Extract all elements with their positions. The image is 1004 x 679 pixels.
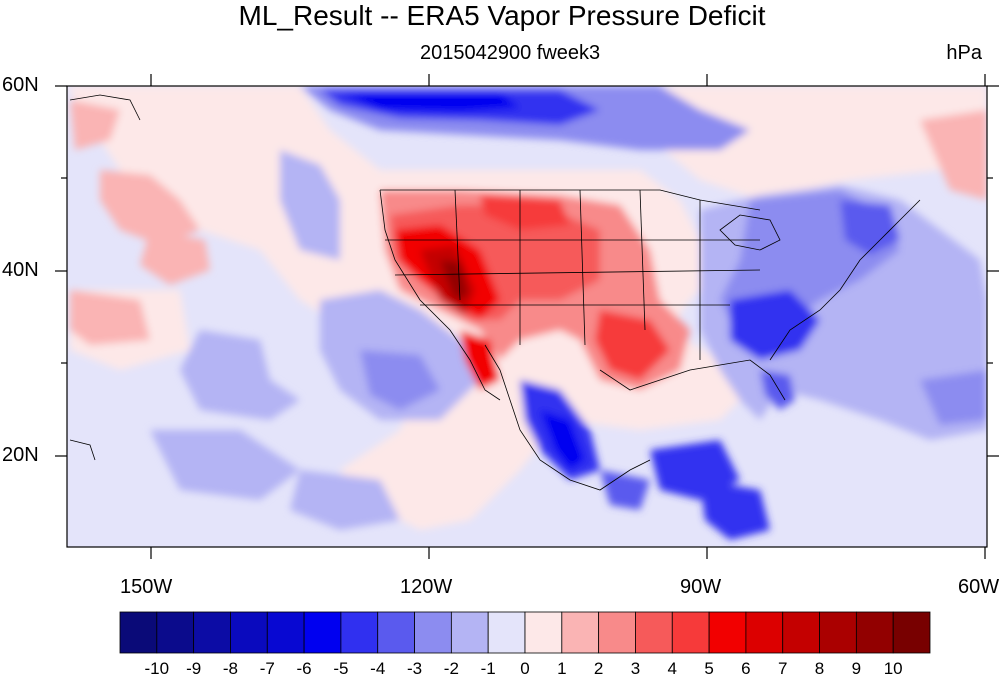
colorbar-tick-label: 9 [851, 659, 862, 678]
colorbar-swatch [450, 611, 489, 654]
axis-ticks [55, 74, 999, 559]
colorbar-swatch [266, 611, 305, 654]
lat-label-20n: 20N [2, 444, 39, 466]
colorbar-tick-label: -6 [296, 659, 312, 678]
units-label: hPa [946, 42, 982, 64]
colorbar-swatch [303, 611, 342, 654]
colorbar-swatch [855, 611, 894, 654]
colorbar-swatch [193, 611, 231, 654]
colorbar-swatch [340, 611, 379, 654]
colorbar-tick-label: 2 [593, 659, 604, 678]
colorbar [119, 611, 931, 654]
colorbar-tick-label: -5 [333, 659, 349, 678]
colorbar-swatch [230, 611, 268, 654]
colorbar-swatch [156, 611, 195, 654]
lat-label-40n: 40N [2, 259, 39, 281]
map-subtitle: 2015042900 fweek3 [420, 42, 601, 64]
map-frame [66, 85, 988, 548]
colorbar-swatch [598, 611, 636, 654]
colorbar-tick-label: 3 [630, 659, 641, 678]
colorbar-swatch [782, 611, 820, 654]
colorbar-swatch [635, 611, 673, 654]
lon-label-150w: 150W [120, 576, 173, 598]
colorbar-tick-label: -8 [222, 659, 239, 678]
vpd-field [67, 86, 987, 547]
lon-label-90w: 90W [680, 576, 722, 598]
colorbar-tick-label: -7 [259, 659, 275, 678]
colorbar-tick-label: 8 [814, 659, 825, 678]
colorbar-swatch [377, 611, 415, 654]
colorbar-tick-label: -1 [480, 659, 496, 678]
lon-label-60w: 60W [958, 576, 1000, 598]
boundaries [69, 94, 921, 491]
colorbar-swatch [119, 611, 158, 654]
colorbar-swatch [671, 611, 710, 654]
lat-label-60n: 60N [2, 74, 39, 96]
colorbar-tick-label: 4 [667, 659, 677, 678]
colorbar-swatch [561, 611, 600, 654]
colorbar-tick-label: 6 [741, 659, 751, 678]
colorbar-tick-label: -2 [443, 659, 459, 678]
colorbar-swatch [819, 611, 857, 654]
colorbar-swatch [708, 611, 747, 654]
colorbar-swatch [892, 611, 931, 654]
colorbar-tick-label: -10 [144, 659, 170, 678]
colorbar-tick-label: 10 [883, 659, 903, 678]
colorbar-tick-label: 0 [520, 659, 530, 678]
colorbar-swatch [487, 611, 526, 654]
colorbar-tick-label: -4 [370, 659, 386, 678]
colorbar-swatch [745, 611, 784, 654]
map-title: ML_Result -- ERA5 Vapor Pressure Deficit [238, 0, 766, 31]
colorbar-tick-label: 5 [704, 659, 714, 678]
colorbar-tick-label: -3 [406, 659, 423, 678]
colorbar-tick-label: -9 [186, 659, 202, 678]
colorbar-swatch [414, 611, 452, 654]
lon-label-120w: 120W [400, 576, 453, 598]
colorbar-tick-label: 1 [557, 659, 567, 678]
colorbar-swatch [524, 611, 563, 654]
colorbar-tick-label: 7 [777, 659, 788, 678]
